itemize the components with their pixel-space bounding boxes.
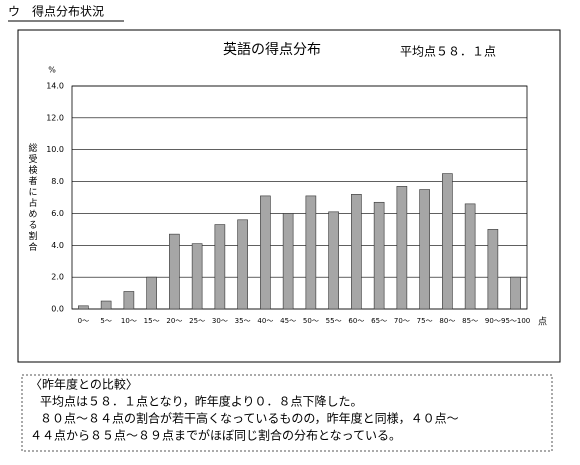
comparison-heading: 〈昨年度との比較〉 xyxy=(30,377,138,392)
y-tick-label: 0.0 xyxy=(51,305,64,314)
x-tick-label: 50〜 xyxy=(303,317,319,325)
y-tick-label: 12.0 xyxy=(46,113,64,122)
bar xyxy=(100,300,112,310)
x-tick-label: 95〜100 xyxy=(501,317,530,325)
y-tick-label: 14.0 xyxy=(46,82,64,91)
y-unit: % xyxy=(48,66,56,75)
x-tick-label: 25〜 xyxy=(189,317,205,325)
bar xyxy=(78,305,89,310)
x-tick-label: 80〜 xyxy=(439,317,455,325)
bar xyxy=(214,224,226,310)
y-tick-label: 2.0 xyxy=(51,273,64,282)
x-tick-label: 5〜 xyxy=(100,317,111,325)
comparison-line: ４４点から８５点〜８９点までがほぼ同じ割合の分布となっている。 xyxy=(30,428,401,443)
x-tick-label: 75〜 xyxy=(417,317,433,325)
x-tick-label: 0〜 xyxy=(78,317,89,325)
bar xyxy=(396,186,408,310)
bar xyxy=(510,276,521,310)
x-tick-label: 15〜 xyxy=(144,317,160,325)
y-tick-label: 6.0 xyxy=(51,209,64,218)
chart-subtitle: 平均点５８．１点 xyxy=(400,45,496,59)
comparison-line: ８０点〜８４点の割合が若干高くなっているものの，昨年度と同様，４０点〜 xyxy=(40,411,459,426)
x-tick-label: 10〜 xyxy=(121,317,137,325)
bar xyxy=(328,211,339,310)
bar xyxy=(260,195,271,310)
bar xyxy=(351,194,362,310)
y-tick-label: 4.0 xyxy=(51,241,64,250)
plot-area xyxy=(71,85,528,310)
y-tick-label: 8.0 xyxy=(51,177,64,186)
y-axis-label: 総受検者に占める割合 xyxy=(27,142,38,253)
comparison-box xyxy=(21,374,553,452)
bar xyxy=(169,233,180,310)
x-tick-label: 90〜 xyxy=(485,317,501,325)
bar xyxy=(282,213,294,310)
bar xyxy=(305,195,317,310)
bar xyxy=(146,276,157,310)
bar xyxy=(464,203,476,310)
bar xyxy=(123,291,135,310)
x-tick-label: 55〜 xyxy=(326,317,342,325)
x-tick-label: 35〜 xyxy=(235,317,251,325)
bar xyxy=(191,243,203,310)
chart-title: 英語の得点分布 xyxy=(223,41,321,58)
x-tick-label: 65〜 xyxy=(371,317,387,325)
bar xyxy=(419,189,430,310)
section-title: ウ 得点分布状況 xyxy=(8,4,104,19)
x-tick-label: 45〜 xyxy=(280,317,296,325)
comparison-line: 平均点は５８．１点となり，昨年度より０．８点下降した。 xyxy=(40,394,363,409)
bar xyxy=(487,229,499,310)
x-tick-label: 40〜 xyxy=(257,317,273,325)
x-tick-label: 85〜 xyxy=(462,317,478,325)
bar xyxy=(373,201,385,310)
chart-frame xyxy=(17,29,561,363)
x-tick-label: 70〜 xyxy=(394,317,410,325)
x-unit: 点 xyxy=(538,317,547,328)
x-tick-label: 20〜 xyxy=(166,317,182,325)
x-tick-label: 30〜 xyxy=(212,317,228,325)
y-tick-label: 10.0 xyxy=(46,145,64,154)
bar xyxy=(237,219,248,310)
bar xyxy=(442,173,453,310)
x-tick-label: 60〜 xyxy=(348,317,364,325)
